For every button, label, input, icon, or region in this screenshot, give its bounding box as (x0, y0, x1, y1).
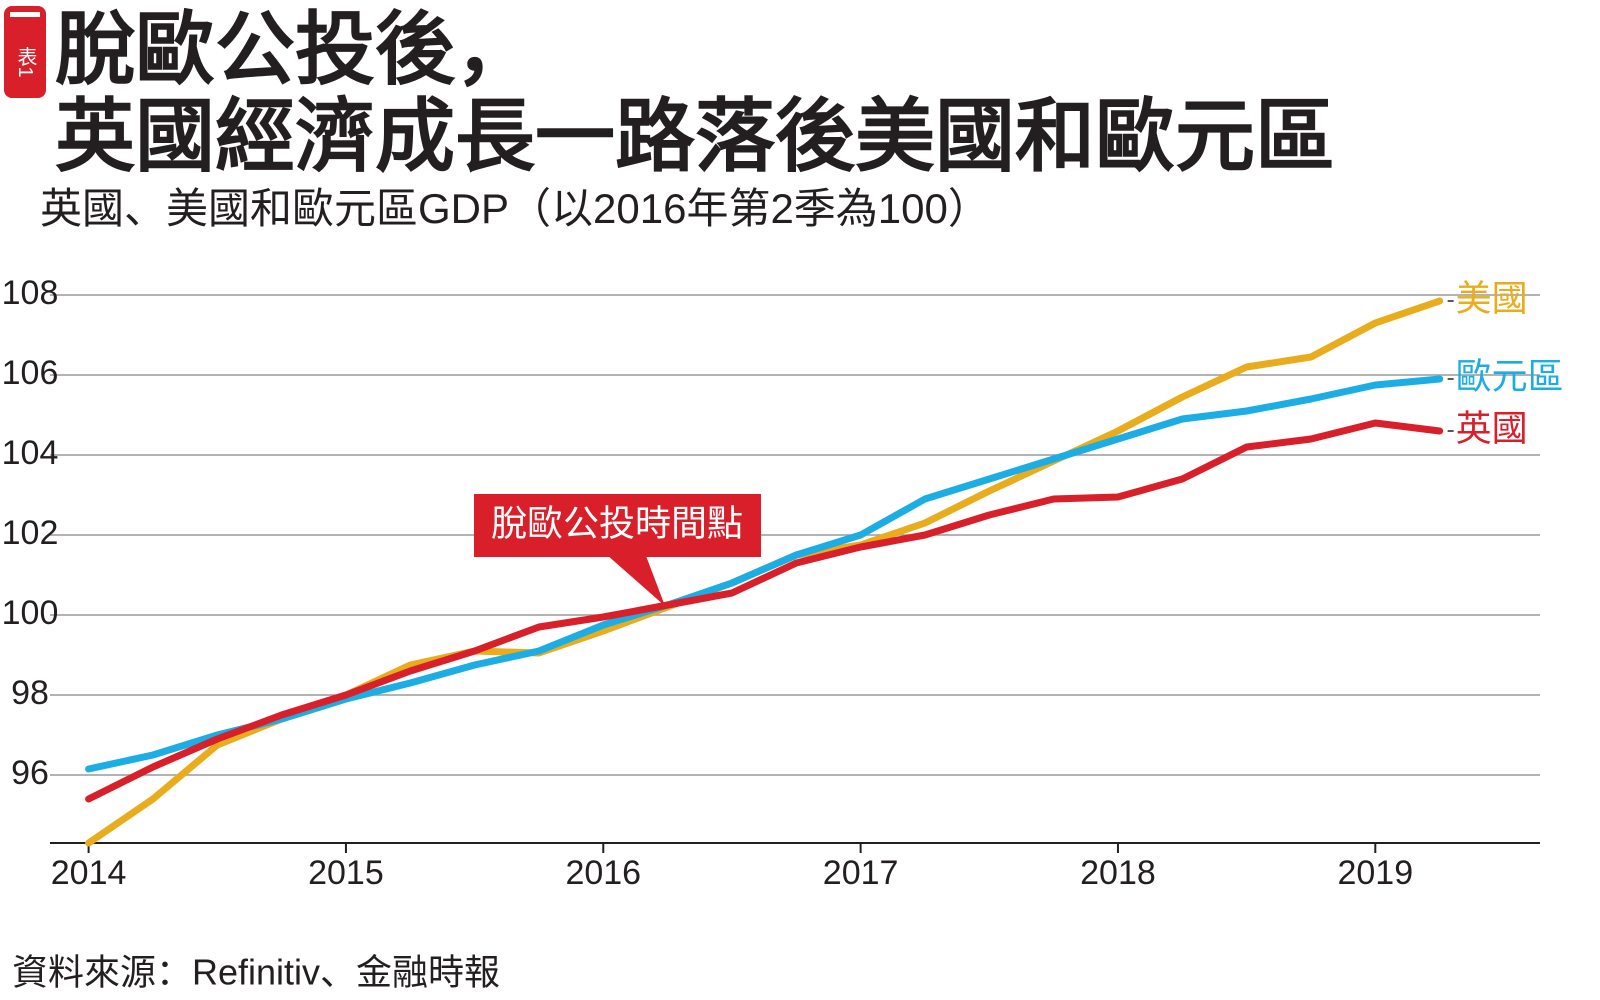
y-tick-label: 106 (2, 354, 59, 392)
y-tick-label: 96 (11, 754, 49, 792)
x-tick-label: 2015 (308, 854, 384, 892)
badge-text: 表1 (14, 46, 37, 78)
y-tick-label: 104 (2, 434, 59, 472)
x-tick-label: 2019 (1337, 854, 1413, 892)
annotation-text: 脫歐公投時間點 (491, 503, 743, 544)
series-label: 歐元區 (1456, 356, 1564, 397)
y-tick-label: 100 (2, 594, 59, 632)
badge-stripe (10, 12, 40, 17)
series-label: 美國 (1456, 278, 1528, 319)
y-tick-label: 98 (11, 674, 49, 712)
series-label: 英國 (1456, 408, 1528, 449)
title-line: 脫歐公投後， (55, 5, 535, 94)
y-tick-label: 108 (2, 274, 59, 312)
y-tick-label: 102 (2, 514, 59, 552)
subtitle: 英國、美國和歐元區GDP（以2016年第2季為100） (40, 185, 990, 232)
series-line (85, 375, 1444, 773)
x-tick-label: 2016 (565, 854, 641, 892)
annotation-box (474, 494, 761, 557)
x-tick-label: 2014 (51, 854, 127, 892)
title-line: 英國經濟成長一路落後美國和歐元區 (55, 92, 1335, 181)
source: 資料來源：Refinitiv、金融時報 (12, 952, 500, 993)
series-line (85, 419, 1444, 803)
x-tick-label: 2017 (823, 854, 899, 892)
badge (4, 6, 46, 98)
x-tick-label: 2018 (1080, 854, 1156, 892)
